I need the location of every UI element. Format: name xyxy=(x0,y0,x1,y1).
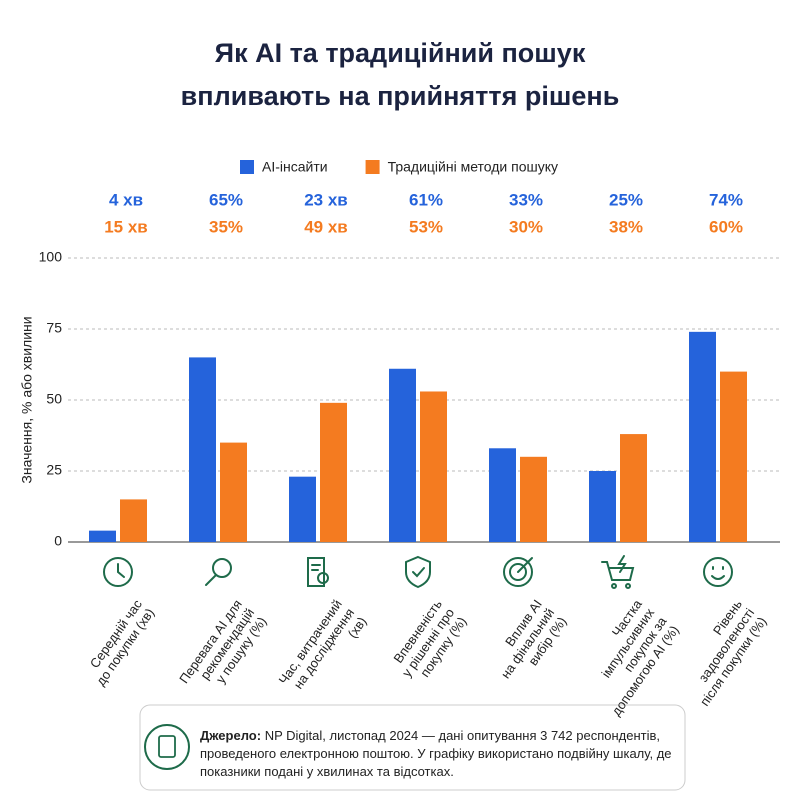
bar xyxy=(120,499,147,542)
value-label: 61% xyxy=(409,190,443,209)
icon-part xyxy=(103,557,133,587)
x-tick-label: Вплив AIна фінальнийвибір (%) xyxy=(486,597,570,690)
icon-part xyxy=(703,557,733,587)
x-tick-label: Часткаімпульсивнихпокупок задопомогою AI… xyxy=(572,596,683,718)
source-text: NP Digital, листопад 2024 — дані опитува… xyxy=(200,728,672,779)
y-tick-label: 0 xyxy=(54,533,62,549)
legend-label: AI-інсайти xyxy=(262,159,328,175)
bar xyxy=(389,368,416,542)
icon-part xyxy=(307,557,325,587)
bar xyxy=(689,331,716,542)
value-label: 25% xyxy=(609,190,643,209)
icon-part xyxy=(205,574,217,586)
bar xyxy=(520,456,547,542)
icon-part xyxy=(711,566,725,580)
category-icon xyxy=(205,558,232,586)
icon-part xyxy=(611,583,617,589)
y-tick-label: 50 xyxy=(46,391,62,407)
x-tick-label: Середній часдо покупки (хв) xyxy=(81,597,158,689)
value-label: 30% xyxy=(509,217,543,236)
bar xyxy=(89,530,116,542)
category-icon xyxy=(103,557,133,587)
value-label: 38% xyxy=(609,217,643,236)
chart-title: Як AI та традиційний пошук xyxy=(215,38,586,68)
x-tick-label: Рівеньзадоволеностіпісля покупки (%) xyxy=(673,597,770,709)
bar xyxy=(720,371,747,542)
icon-part xyxy=(212,558,232,578)
value-label: 74% xyxy=(709,190,743,209)
y-tick-label: 100 xyxy=(39,249,63,265)
bar xyxy=(220,442,247,542)
icon-part xyxy=(317,572,329,584)
source-box xyxy=(139,704,686,791)
value-label: 33% xyxy=(509,190,543,209)
icon-part xyxy=(517,557,533,573)
bar xyxy=(289,476,316,542)
bar xyxy=(589,471,616,542)
chart-title: впливають на прийняття рішень xyxy=(181,81,620,111)
icon-part xyxy=(625,583,631,589)
x-tick-label: Впевненістьу рішенні пропокупку (%) xyxy=(387,597,470,689)
source-icon xyxy=(158,735,176,758)
category-icon xyxy=(601,555,635,589)
x-tick-label: Час, витраченийна дослідження(хв) xyxy=(276,597,370,704)
icon-part xyxy=(405,555,431,589)
value-label: 15 хв xyxy=(104,217,148,236)
y-axis-label: Значення, % або хвилини xyxy=(19,316,35,483)
source-label: Джерело: xyxy=(200,728,262,743)
category-icon xyxy=(503,557,533,587)
category-icon xyxy=(307,557,329,587)
value-label: 65% xyxy=(209,190,243,209)
value-label: 60% xyxy=(709,217,743,236)
bar xyxy=(620,434,647,542)
category-icon xyxy=(405,555,431,589)
y-tick-label: 75 xyxy=(46,320,62,336)
icon-part xyxy=(117,563,125,578)
value-label: 23 хв xyxy=(304,190,348,209)
bar xyxy=(489,448,516,542)
icon-part xyxy=(509,563,527,581)
value-label: 53% xyxy=(409,217,443,236)
x-tick-label: Перевага AI длярекомендаційу пошуку (%) xyxy=(177,597,270,703)
icon-part xyxy=(601,555,635,581)
bar xyxy=(420,391,447,542)
legend-swatch xyxy=(240,160,254,174)
value-label: 35% xyxy=(209,217,243,236)
legend-swatch xyxy=(365,160,380,174)
source-note: Джерело: NP Digital, листопад 2024 — дан… xyxy=(200,727,690,781)
value-label: 4 хв xyxy=(109,190,143,209)
source-icon xyxy=(144,724,190,770)
category-icon xyxy=(703,557,733,587)
bar xyxy=(189,357,216,542)
bar xyxy=(320,402,347,542)
y-tick-label: 25 xyxy=(46,462,62,478)
icon-part xyxy=(503,557,533,587)
value-label: 49 хв xyxy=(304,217,348,236)
legend-label: Традиційні методи пошуку xyxy=(388,159,558,175)
